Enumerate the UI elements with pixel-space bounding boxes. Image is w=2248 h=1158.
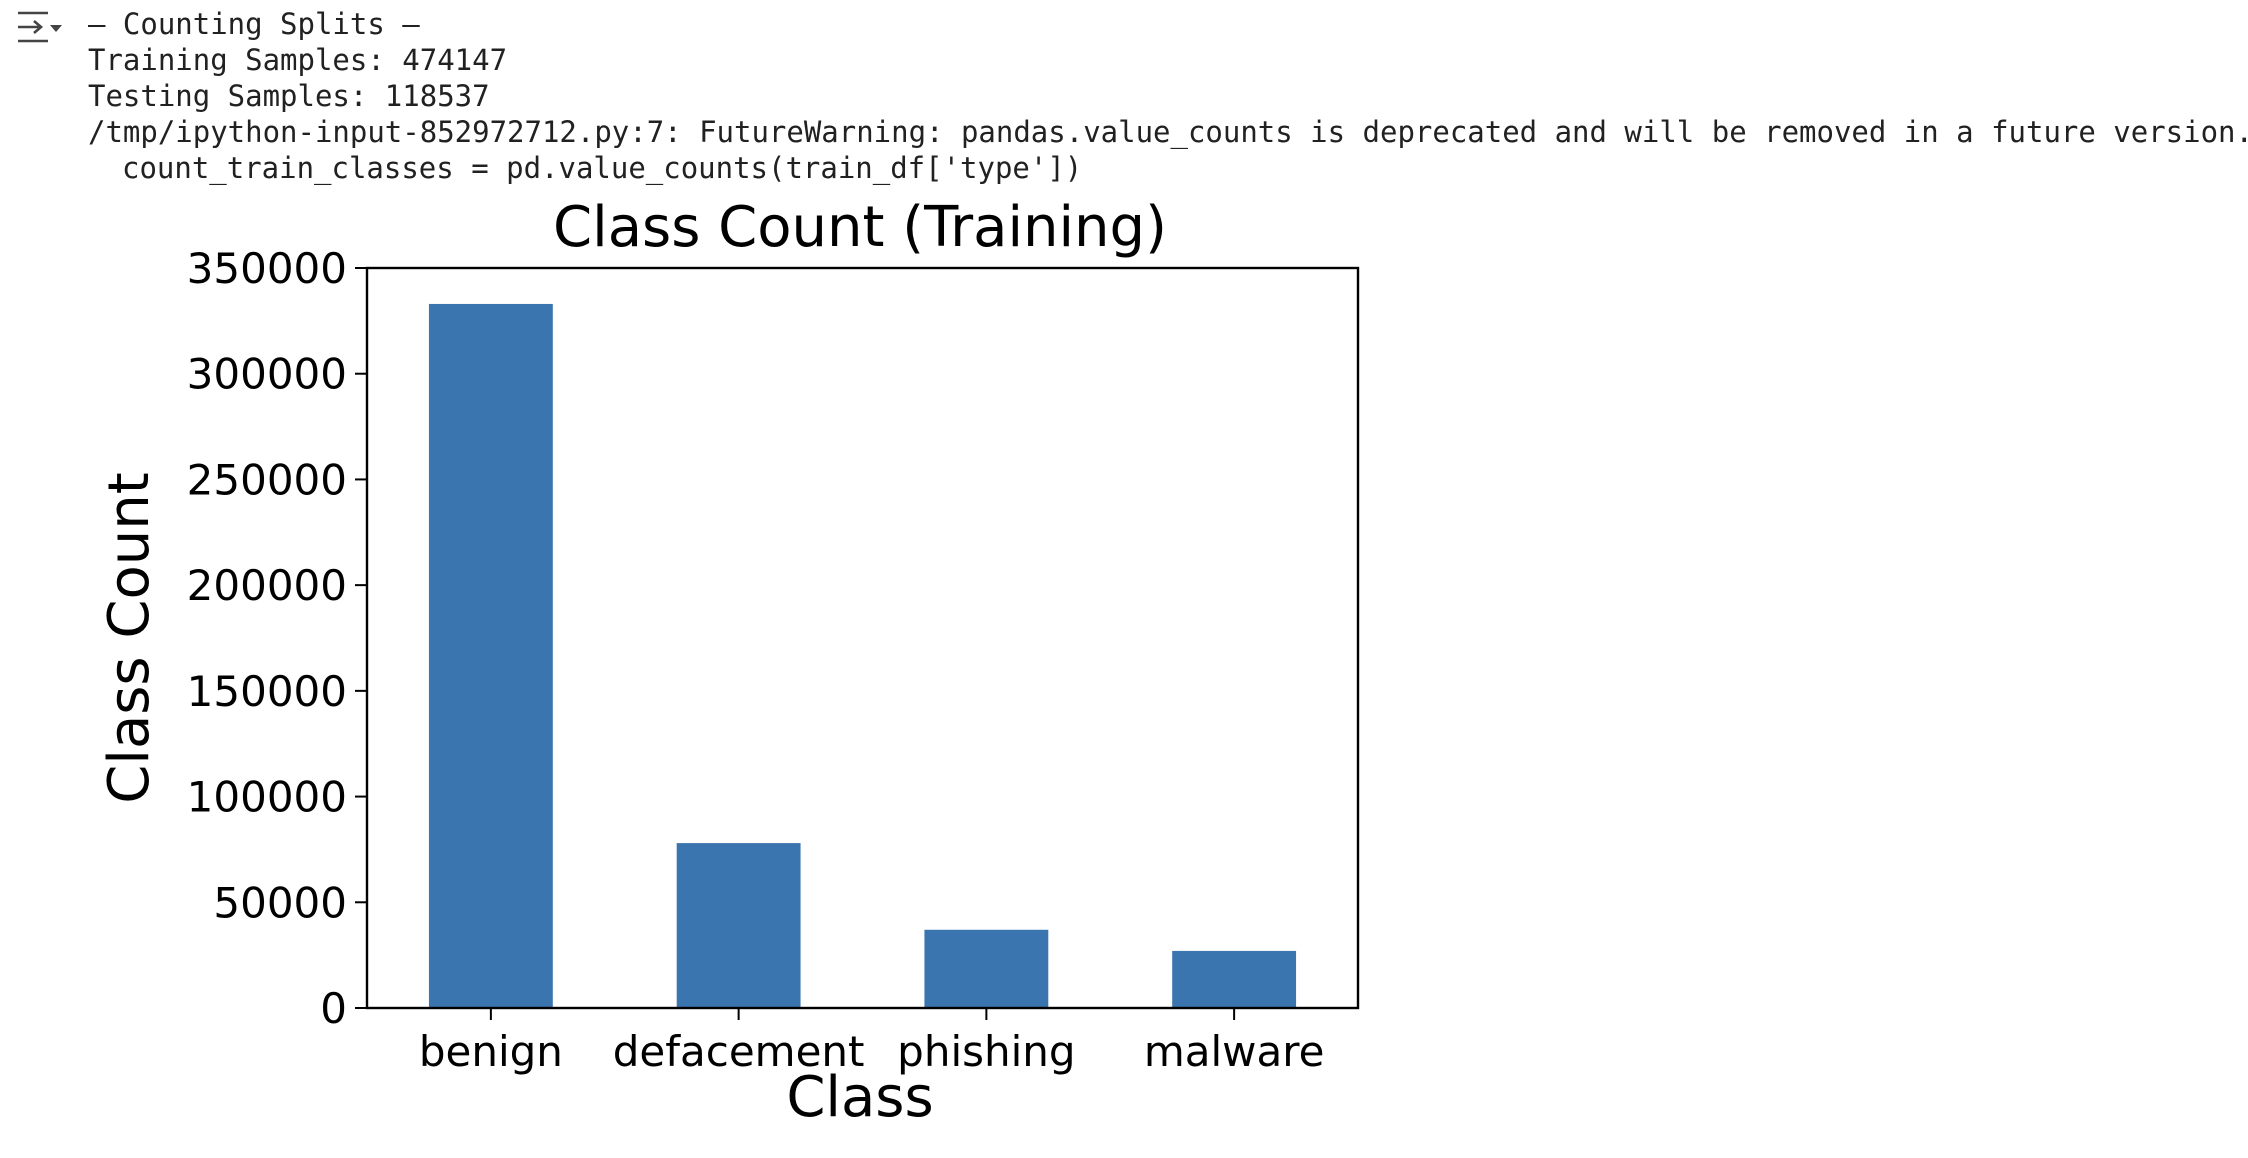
y-tick-label: 50000 <box>213 878 347 927</box>
warning-line: /tmp/ipython-input-852972712.py:7: Futur… <box>88 115 2248 149</box>
x-ticks-group: benign defacement phishing malware <box>419 1008 1325 1076</box>
bar-chart-svg: Class Count (Training) Class Class Count… <box>97 195 1360 1130</box>
testing-samples-line: Testing Samples: 118537 <box>88 79 490 113</box>
output-heading-line: – Counting Splits – <box>88 7 420 41</box>
y-tick-label: 250000 <box>187 455 347 504</box>
bar-benign <box>428 303 553 1008</box>
plot-frame <box>365 266 1360 1010</box>
warning-source-line: count_train_classes = pd.value_counts(tr… <box>122 151 1083 185</box>
y-tick-label: 200000 <box>187 561 347 610</box>
training-samples-line: Training Samples: 474147 <box>88 43 508 77</box>
y-tick-label: 150000 <box>187 667 347 716</box>
y-tick-label: 0 <box>320 984 347 1033</box>
cell-output-text: – Counting Splits – Training Samples: 47… <box>88 6 2248 186</box>
y-axis-label: Class Count <box>97 472 162 803</box>
bars-group <box>428 303 1297 1008</box>
y-tick-label: 350000 <box>187 244 347 293</box>
collapse-output-icon <box>18 11 62 43</box>
bar-defacement <box>676 843 801 1008</box>
class-count-chart: Class Count (Training) Class Class Count… <box>0 188 1400 1158</box>
output-toggle-button[interactable] <box>14 8 64 46</box>
x-axis-label: Class <box>786 1065 933 1130</box>
y-tick-label: 100000 <box>187 773 347 822</box>
x-tick-label: malware <box>1144 1027 1325 1076</box>
x-tick-label: benign <box>419 1027 563 1076</box>
y-tick-label: 300000 <box>187 350 347 399</box>
x-tick-label: defacement <box>613 1027 865 1076</box>
y-ticks-group: 0 50000 100000 150000 200000 250000 300000 3500… <box>187 244 367 1033</box>
bar-malware <box>1172 950 1297 1008</box>
chart-title: Class Count (Training) <box>553 195 1167 260</box>
x-tick-label: phishing <box>897 1027 1075 1076</box>
bar-phishing <box>924 929 1049 1008</box>
